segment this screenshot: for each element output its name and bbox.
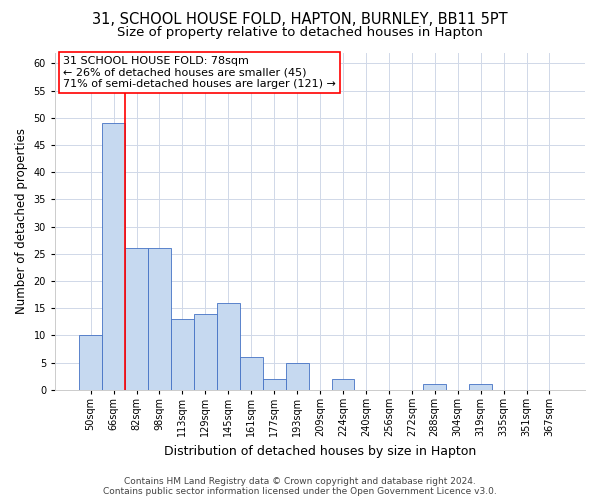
Bar [217,302,240,390]
X-axis label: Distribution of detached houses by size in Hapton: Distribution of detached houses by size … [164,444,476,458]
Bar [469,384,492,390]
Bar [148,248,171,390]
Text: 31, SCHOOL HOUSE FOLD, HAPTON, BURNLEY, BB11 5PT: 31, SCHOOL HOUSE FOLD, HAPTON, BURNLEY, … [92,12,508,28]
Bar [171,319,194,390]
Bar [240,357,263,390]
Text: Contains HM Land Registry data © Crown copyright and database right 2024.
Contai: Contains HM Land Registry data © Crown c… [103,476,497,496]
Bar [332,379,355,390]
Bar [102,123,125,390]
Bar [194,314,217,390]
Bar [263,379,286,390]
Bar [125,248,148,390]
Bar [423,384,446,390]
Y-axis label: Number of detached properties: Number of detached properties [15,128,28,314]
Text: 31 SCHOOL HOUSE FOLD: 78sqm
← 26% of detached houses are smaller (45)
71% of sem: 31 SCHOOL HOUSE FOLD: 78sqm ← 26% of det… [63,56,336,89]
Bar [79,336,102,390]
Bar [286,362,308,390]
Text: Size of property relative to detached houses in Hapton: Size of property relative to detached ho… [117,26,483,39]
